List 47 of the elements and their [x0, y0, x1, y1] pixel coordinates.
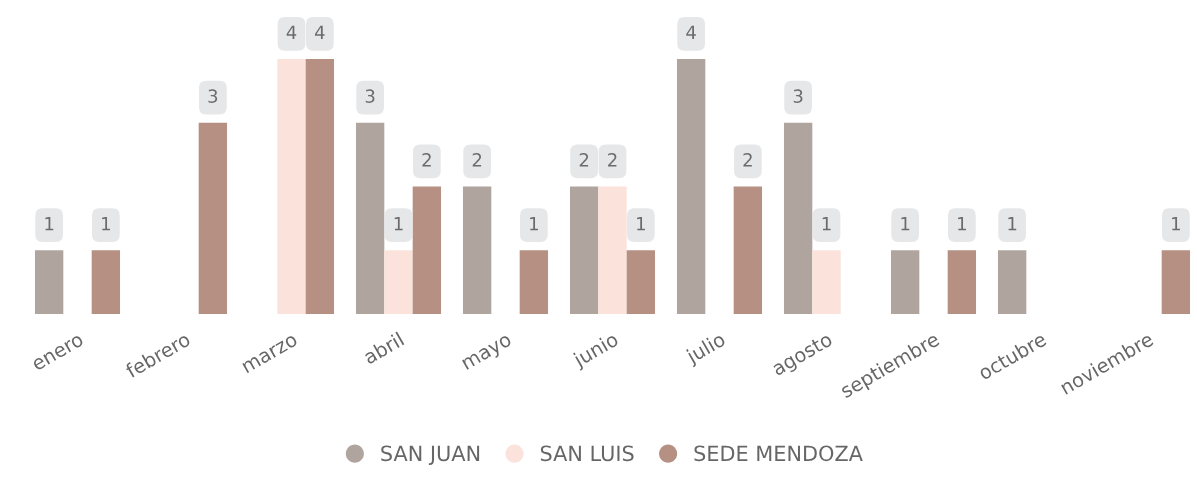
legend-label: SEDE MENDOZA: [694, 445, 863, 462]
data-label: 1: [394, 217, 403, 231]
bar: [626, 250, 656, 314]
data-label: 3: [208, 89, 218, 103]
data-label: 1: [901, 217, 910, 231]
bar: [91, 250, 121, 314]
data-label: 4: [686, 25, 696, 39]
data-label: 1: [1172, 217, 1180, 231]
bar: [355, 122, 385, 314]
data-label: 1: [102, 217, 110, 231]
bar: [947, 250, 977, 314]
x-tick-label: julio: [684, 331, 728, 368]
data-label: 1: [822, 217, 831, 231]
bar: [277, 58, 306, 314]
data-label: 3: [793, 89, 803, 103]
data-label: 1: [637, 217, 645, 231]
data-label: 1: [45, 217, 54, 231]
data-label: 2: [472, 153, 482, 167]
legend-label: SAN JUAN: [381, 445, 480, 466]
bar: [462, 186, 492, 314]
bar: [198, 122, 228, 314]
data-label: 2: [608, 153, 617, 167]
data-label: 2: [743, 153, 752, 167]
data-label: 1: [530, 217, 538, 231]
data-label: 2: [579, 153, 589, 167]
bar: [569, 186, 599, 314]
bar: [384, 250, 413, 314]
data-label: 1: [958, 217, 966, 231]
bar: [783, 122, 813, 314]
bar: [305, 58, 335, 314]
x-tick-label: abril: [362, 331, 405, 365]
bar: [890, 250, 920, 314]
bar: [997, 250, 1027, 314]
data-label: 2: [422, 153, 431, 167]
bar: [412, 186, 442, 314]
bar: [598, 186, 627, 314]
legend-label: SAN LUIS: [540, 445, 634, 462]
data-label: 1: [1008, 217, 1017, 231]
bar: [733, 186, 763, 314]
bar: [519, 250, 549, 314]
data-label: 3: [365, 89, 375, 103]
data-label: 4: [286, 25, 297, 39]
bar: [1161, 250, 1191, 314]
bar: [812, 250, 841, 314]
bar: [34, 250, 64, 314]
data-label: 4: [314, 25, 325, 39]
bar: [676, 58, 706, 314]
